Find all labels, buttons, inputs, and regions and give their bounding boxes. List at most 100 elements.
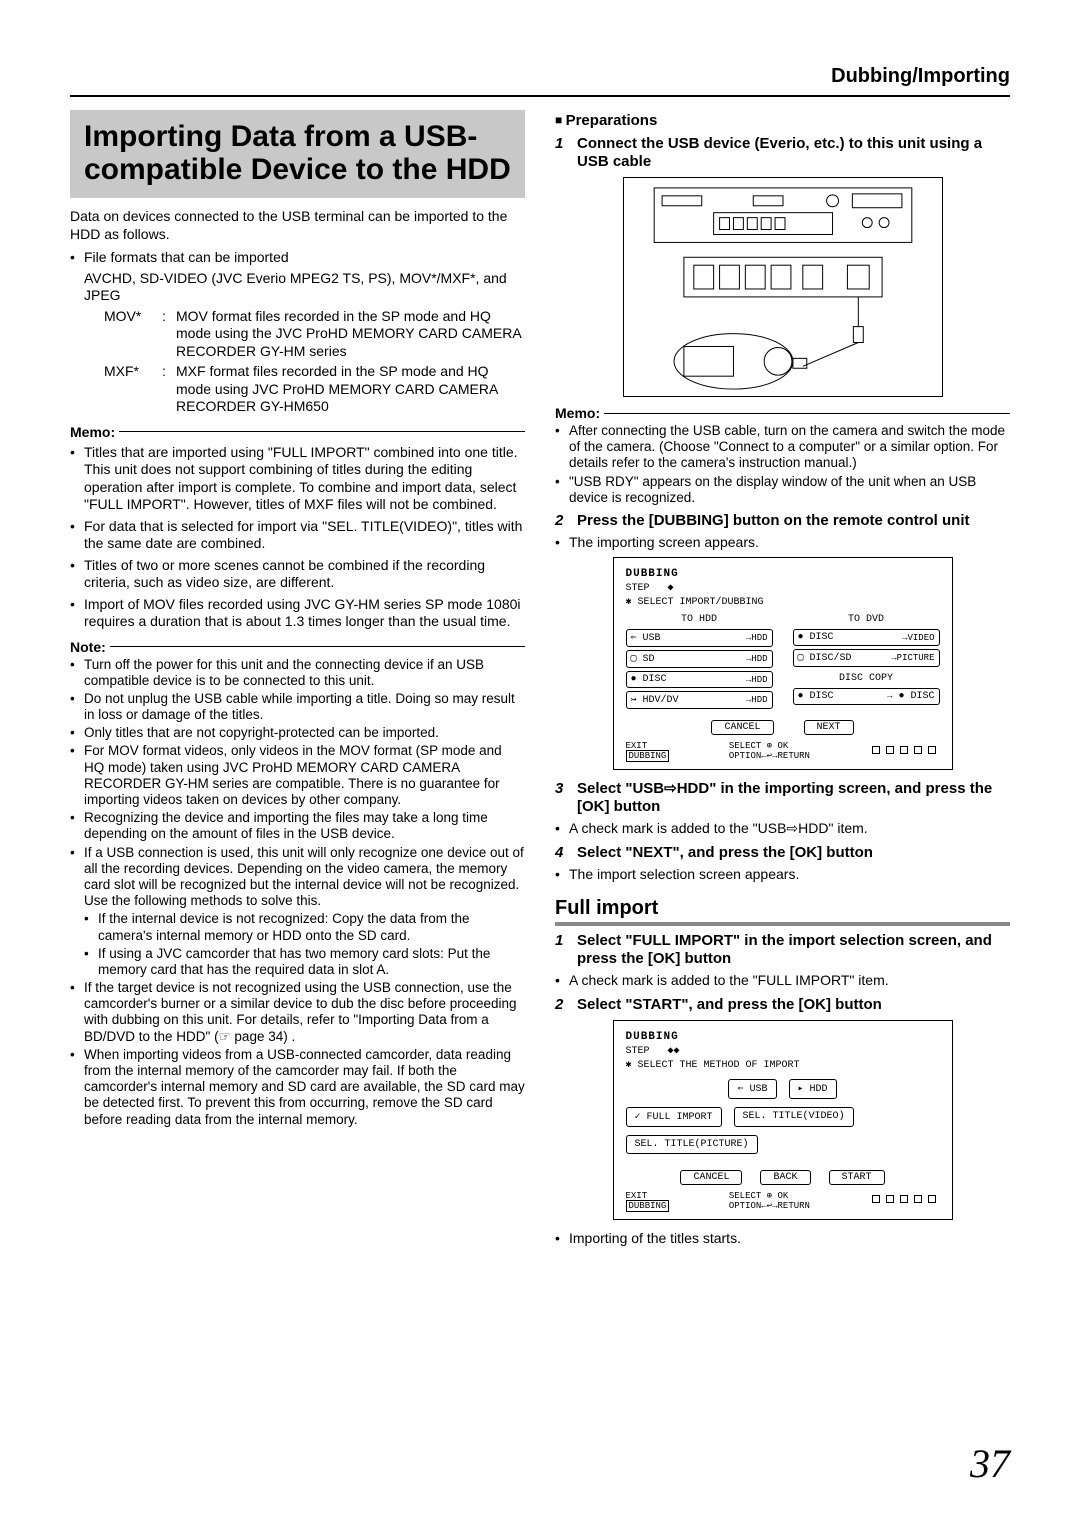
memo-list-r: After connecting the USB cable, turn on …	[555, 423, 1010, 506]
connection-diagram	[623, 177, 943, 397]
step-text: Select "USB⇨HDD" in the importing screen…	[577, 780, 1010, 816]
page-title: Importing Data from a USB-compatible Dev…	[84, 120, 511, 186]
screen-select: ✱ SELECT IMPORT/DUBBING	[626, 596, 940, 608]
step-text: Select "FULL IMPORT" in the import selec…	[577, 932, 1010, 968]
memo-list: Titles that are imported using "FULL IMP…	[70, 444, 525, 631]
note-subitem: If using a JVC camcorder that has two me…	[84, 946, 525, 978]
note-item: When importing videos from a USB-connect…	[70, 1047, 525, 1128]
memo-header-r: Memo:	[555, 405, 1010, 421]
opt-sd-hdd: ▢ SD→HDD	[626, 650, 773, 668]
opt-discsd-pic: ▢ DISC/SD→PICTURE	[793, 649, 940, 667]
step-text: Connect the USB device (Everio, etc.) to…	[577, 135, 1010, 171]
full-import-heading: Full import	[555, 897, 1010, 926]
nav-label: SELECT ⊕ OKOPTION←↩→RETURN	[729, 741, 810, 761]
col-header: TO HDD	[626, 614, 773, 625]
step-3: 3 Select "USB⇨HDD" in the importing scre…	[555, 780, 1010, 816]
formats-list: File formats that can be imported AVCHD,…	[70, 249, 525, 416]
colon: :	[162, 363, 176, 416]
step-num: 3	[555, 780, 569, 816]
page-number: 37	[970, 1440, 1010, 1487]
format-defs: MOV* : MOV format files recorded in the …	[84, 308, 525, 416]
mov-val: MOV format files recorded in the SP mode…	[176, 308, 525, 361]
exit-label: EXITDUBBING	[626, 741, 670, 761]
opt-hdv-hdd: ↣ HDV/DV→HDD	[626, 691, 773, 709]
step-note: The importing screen appears.	[555, 534, 1010, 552]
step-1: 1 Connect the USB device (Everio, etc.) …	[555, 135, 1010, 171]
indicator-squares	[869, 746, 939, 757]
note-item: Turn off the power for this unit and the…	[70, 657, 525, 689]
mxf-val: MXF format files recorded in the SP mode…	[176, 363, 525, 416]
title-box: Importing Data from a USB-compatible Dev…	[70, 110, 525, 198]
screen-step: STEP ◆◆	[626, 1045, 940, 1057]
note-item: For MOV format videos, only videos in th…	[70, 743, 525, 808]
mxf-def: MXF* : MXF format files recorded in the …	[104, 363, 525, 416]
mxf-key: MXF*	[104, 363, 162, 416]
memo-item: "USB RDY" appears on the display window …	[555, 474, 1010, 506]
next-button: NEXT	[804, 720, 854, 735]
step-text: Press the [DUBBING] button on the remote…	[577, 512, 970, 530]
memo-item: After connecting the USB cable, turn on …	[555, 423, 1010, 472]
note-sublist: If the internal device is not recognized…	[84, 911, 525, 978]
opt-disc-video: ● DISC→VIDEO	[793, 629, 940, 646]
step-num: 2	[555, 512, 569, 530]
opt-full-import: ✓ FULL IMPORT	[626, 1107, 722, 1127]
note-item: Recognizing the device and importing the…	[70, 810, 525, 842]
path-hdd: ▸ HDD	[789, 1079, 837, 1099]
screen-buttons: CANCEL BACK START	[626, 1170, 940, 1185]
back-button: BACK	[760, 1170, 810, 1185]
step-num: 1	[555, 932, 569, 968]
opt-sel-video: SEL. TITLE(VIDEO)	[734, 1107, 854, 1127]
memo-label: Memo:	[70, 424, 115, 440]
opt-disc-hdd: ● DISC→HDD	[626, 671, 773, 688]
note-header: Note:	[70, 639, 525, 655]
nav-label: SELECT ⊕ OKOPTION←↩→RETURN	[729, 1191, 810, 1211]
cancel-button: CANCEL	[680, 1170, 742, 1185]
start-button: START	[829, 1170, 885, 1185]
to-dvd-col: TO DVD ● DISC→VIDEO ▢ DISC/SD→PICTURE DI…	[793, 614, 940, 712]
header-rule	[70, 95, 1010, 97]
note-item: If the target device is not recognized u…	[70, 980, 525, 1045]
colon: :	[162, 308, 176, 361]
screen-footer: EXITDUBBING SELECT ⊕ OKOPTION←↩→RETURN	[626, 741, 940, 761]
note-item: Do not unplug the USB cable while import…	[70, 691, 525, 723]
screen-grid: TO HDD ⇐ USB→HDD ▢ SD→HDD ● DISC→HDD ↣ H…	[626, 614, 940, 712]
path-row: ⇐ USB ▸ HDD	[626, 1079, 940, 1099]
mov-def: MOV* : MOV format files recorded in the …	[104, 308, 525, 361]
note-label: Note:	[70, 639, 106, 655]
fstep2-sub: Importing of the titles starts.	[555, 1230, 1010, 1248]
full-step-2: 2 Select "START", and press the [OK] but…	[555, 996, 1010, 1014]
to-hdd-col: TO HDD ⇐ USB→HDD ▢ SD→HDD ● DISC→HDD ↣ H…	[626, 614, 773, 712]
formats-label: File formats that can be imported	[84, 249, 289, 265]
left-column: Importing Data from a USB-compatible Dev…	[70, 110, 525, 1251]
formats-text: AVCHD, SD-VIDEO (JVC Everio MPEG2 TS, PS…	[84, 270, 525, 305]
note-text: If a USB connection is used, this unit w…	[84, 845, 524, 909]
preparations-heading: Preparations	[555, 112, 1010, 129]
exit-label: EXITDUBBING	[626, 1191, 670, 1211]
step-text: Select "NEXT", and press the [OK] button	[577, 844, 873, 862]
screen-buttons: CANCEL NEXT	[626, 720, 940, 735]
step2-sub: The importing screen appears.	[555, 534, 1010, 552]
step-num: 1	[555, 135, 569, 171]
step-2: 2 Press the [DUBBING] button on the remo…	[555, 512, 1010, 530]
step-num: 2	[555, 996, 569, 1014]
method-row2: SEL. TITLE(PICTURE)	[626, 1135, 940, 1154]
right-column: Preparations 1 Connect the USB device (E…	[555, 110, 1010, 1251]
step4-sub: The import selection screen appears.	[555, 866, 1010, 884]
note-item: If a USB connection is used, this unit w…	[70, 845, 525, 979]
screen-step: STEP ◆	[626, 582, 940, 594]
note-list: Turn off the power for this unit and the…	[70, 657, 525, 1128]
step-note: A check mark is added to the "FULL IMPOR…	[555, 972, 1010, 990]
fstep1-sub: A check mark is added to the "FULL IMPOR…	[555, 972, 1010, 990]
indicator-squares	[869, 1195, 939, 1206]
step-note: The import selection screen appears.	[555, 866, 1010, 884]
opt-usb-hdd: ⇐ USB→HDD	[626, 629, 773, 647]
note-subitem: If the internal device is not recognized…	[84, 911, 525, 943]
dubbing-screen-1: DUBBING STEP ◆ ✱ SELECT IMPORT/DUBBING T…	[613, 557, 953, 770]
path-usb: ⇐ USB	[728, 1079, 776, 1099]
memo-item: Titles of two or more scenes cannot be c…	[70, 557, 525, 592]
screen-footer: EXITDUBBING SELECT ⊕ OKOPTION←↩→RETURN	[626, 1191, 940, 1211]
page-columns: Importing Data from a USB-compatible Dev…	[70, 110, 1010, 1251]
memo-label: Memo:	[555, 405, 600, 421]
formats-item: File formats that can be imported AVCHD,…	[70, 249, 525, 416]
disc-copy-label: DISC COPY	[793, 673, 940, 684]
